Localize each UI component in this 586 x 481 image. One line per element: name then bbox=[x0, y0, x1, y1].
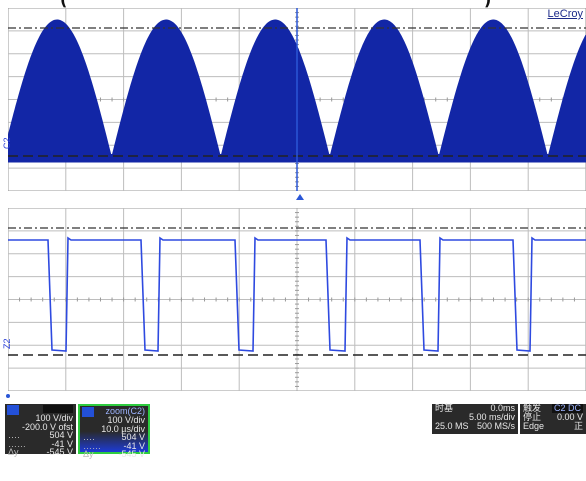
ground-marker-icon bbox=[6, 394, 10, 398]
zoom-c2-descriptor[interactable]: zoom(C2) 100 V/div 10.0 µs/div ‥‥ 504 V …… bbox=[78, 404, 150, 458]
c2-cursor2: -41 V bbox=[51, 438, 73, 449]
zoom-delta: -545 V bbox=[118, 449, 145, 459]
upper-trace-grid[interactable] bbox=[8, 8, 586, 191]
zoom-title: zoom(C2) bbox=[105, 406, 145, 416]
zoom-color-swatch-icon bbox=[82, 407, 94, 417]
lower-channel-label: Z2 bbox=[2, 338, 12, 349]
timebase-delay: 0.0ms bbox=[490, 403, 515, 413]
trigger-label: 触发 bbox=[523, 403, 542, 413]
channel-header-block bbox=[43, 405, 73, 413]
cursor2-icon: …… bbox=[8, 438, 26, 449]
window-title-strip: ( ) bbox=[0, 0, 586, 8]
c2-delta: -545 V bbox=[46, 447, 73, 457]
timebase-label: 时基 bbox=[435, 403, 454, 413]
zoom-scale: 100 V/div bbox=[107, 415, 145, 425]
c2-scale: 100 V/div bbox=[35, 413, 73, 423]
zoom-cursor1-icon: ‥‥ bbox=[83, 432, 96, 442]
zoom-trace-square-wave bbox=[8, 236, 586, 352]
timebase-rate: 500 MS/s bbox=[476, 421, 515, 431]
trigger-slope: 正 bbox=[573, 421, 583, 431]
c2-offset: -200.0 V ofst bbox=[21, 421, 73, 432]
trigger-mode: 停止 bbox=[523, 412, 542, 422]
channel-c2-descriptor[interactable]: 100 V/div -200.0 V ofst ‥‥ 504 V …… -41 V … bbox=[5, 404, 76, 457]
channel-color-swatch-icon bbox=[7, 405, 19, 415]
lower-zoom-trace-grid[interactable] bbox=[8, 208, 586, 391]
lecroy-logo: LeCroy bbox=[547, 8, 583, 20]
trigger-type: Edge bbox=[523, 421, 545, 431]
trigger-level: 0.00 V bbox=[556, 412, 583, 422]
window-title-fragment-right: ) bbox=[484, 0, 491, 8]
timebase-tdiv: 5.00 ms/div bbox=[468, 412, 515, 422]
cursor1-icon: ‥‥ bbox=[8, 430, 21, 440]
timebase-descriptor[interactable]: 时基 0.0ms 5.00 ms/div 25.0 MS 500 MS/s bbox=[432, 404, 518, 434]
trigger-descriptor[interactable]: 触发 C2 DC 停止 0.00 V Edge 正 bbox=[520, 404, 586, 434]
trigger-source-badge: C2 DC bbox=[551, 403, 583, 413]
upper-channel-label: C2 bbox=[2, 137, 12, 149]
zoom-cursor1: 504 V bbox=[121, 432, 145, 442]
zoom-cursor2-icon: …… bbox=[83, 440, 101, 451]
zoom-timebase: 10.0 µs/div bbox=[101, 423, 145, 434]
trigger-position-marker[interactable] bbox=[296, 194, 304, 200]
timebase-samples: 25.0 MS bbox=[435, 421, 469, 431]
zoom-delta-label: Δy bbox=[83, 449, 94, 459]
zoom-cursor2: -41 V bbox=[123, 440, 145, 451]
window-title-fragment: ( bbox=[60, 0, 67, 8]
c2-cursor1: 504 V bbox=[49, 430, 73, 440]
c2-delta-label: Δy bbox=[8, 447, 19, 457]
